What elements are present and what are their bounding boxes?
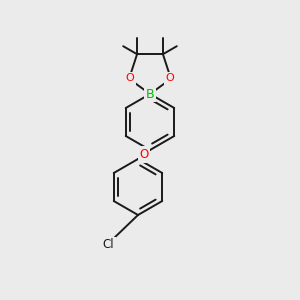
Text: O: O xyxy=(126,73,134,83)
Text: O: O xyxy=(140,148,148,161)
Text: B: B xyxy=(146,88,154,100)
Text: Cl: Cl xyxy=(102,238,114,251)
Text: O: O xyxy=(166,73,174,83)
